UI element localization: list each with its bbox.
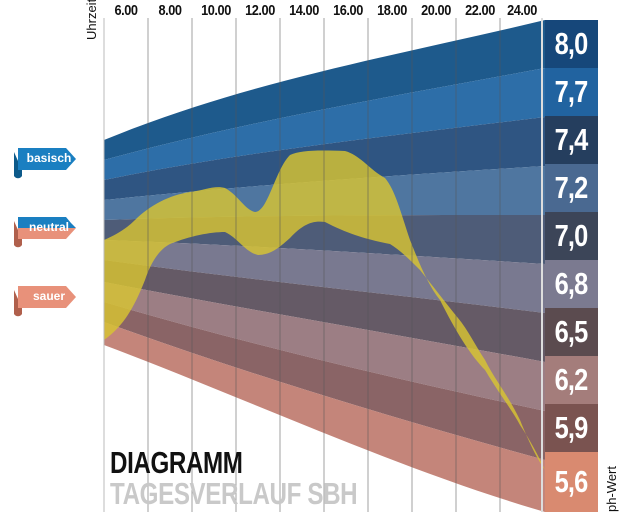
legend-sauer-label: sauer — [32, 289, 66, 303]
legend-sauer: sauer — [10, 284, 76, 317]
ph-scale-7-4: 7,4 — [545, 116, 598, 164]
time-label-24: 24.00 — [507, 2, 537, 19]
time-label-8: 8.00 — [158, 2, 182, 19]
ribbon-icon — [14, 217, 76, 248]
ph-scale-5-9: 5,9 — [545, 404, 598, 452]
ph-scale-7-7: 7,7 — [545, 68, 598, 116]
time-label-18: 18.00 — [377, 2, 407, 19]
ph-axis-title: ph-Wert — [604, 466, 619, 512]
chart-subtitle: TAGESVERLAUF SBH — [110, 476, 358, 511]
legend-basisch-label: basisch — [26, 151, 72, 165]
ph-scale-6-5: 6,5 — [545, 308, 598, 356]
ph-scale-5-6: 5,6 — [545, 452, 598, 512]
time-label-16: 16.00 — [333, 2, 363, 19]
time-label-22: 22.00 — [465, 2, 495, 19]
time-label-6: 6.00 — [114, 2, 138, 19]
time-label-12: 12.00 — [245, 2, 275, 19]
ph-range-band — [104, 150, 545, 470]
ph-scale-7-2: 7,2 — [545, 164, 598, 212]
chart-title: DIAGRAMM — [110, 445, 243, 480]
legend-neutral: neutral — [10, 215, 76, 248]
time-label-10: 10.00 — [201, 2, 231, 19]
x-axis-title: Uhrzeit — [84, 0, 99, 40]
legend-neutral-label: neutral — [28, 220, 69, 234]
ribbon-icon — [14, 286, 76, 317]
ph-scale-6-8: 6,8 — [545, 260, 598, 308]
ph-scale-6-2: 6,2 — [545, 356, 598, 404]
legend-basisch: basisch — [10, 146, 76, 179]
ph-scale-8-0: 8,0 — [545, 20, 598, 68]
time-label-14: 14.00 — [289, 2, 319, 19]
grid-lines — [103, 18, 543, 512]
time-label-20: 20.00 — [421, 2, 451, 19]
ribbon-icon — [14, 148, 76, 179]
ph-scale-7-0: 7,0 — [545, 212, 598, 260]
